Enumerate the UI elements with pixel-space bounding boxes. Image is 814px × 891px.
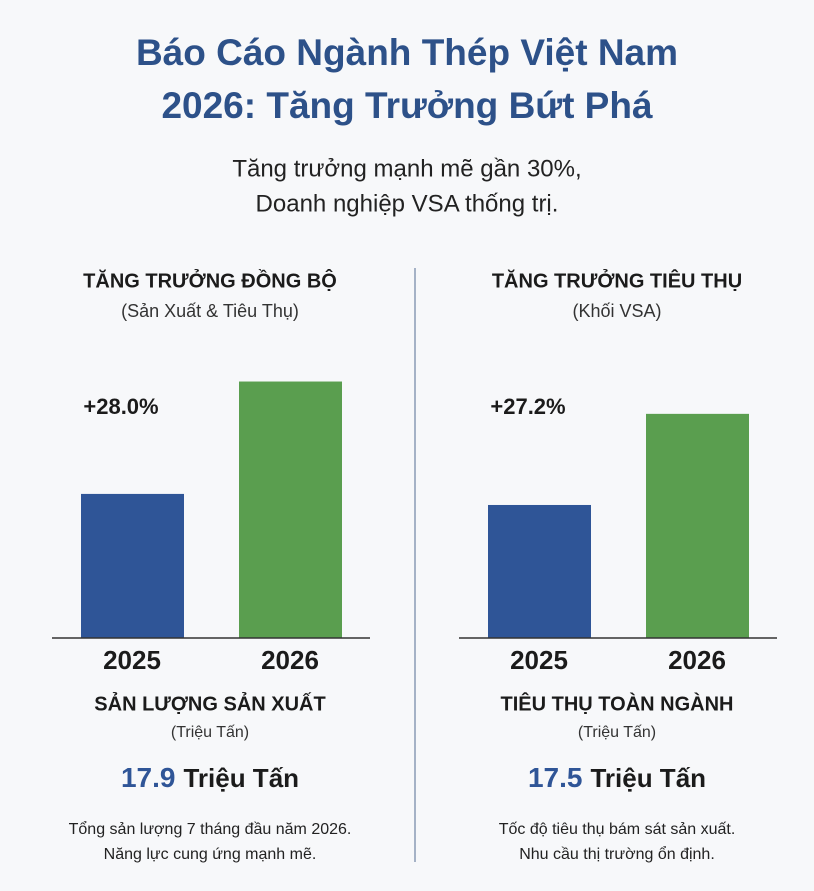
title-line: Báo Cáo Ngành Thép Việt Nam [136,32,678,73]
metric-label: SẢN LƯỢNG SẢN XUẤT [94,692,325,715]
chart-subheading: (Sản Xuất & Tiêu Thụ) [121,301,299,321]
subtitle-line: Doanh nghiệp VSA thống trị. [256,190,559,217]
headline-value: 17.9 [121,762,176,793]
headline: 17.5 Triệu Tấn [528,762,706,793]
title-line: 2026: Tăng Trưởng Bứt Phá [161,85,653,126]
growth-annotation: +27.2% [490,394,565,419]
headline-unit: Triệu Tấn [590,763,706,793]
bar [239,381,342,638]
metric-label: TIÊU THỤ TOÀN NGÀNH [501,691,734,715]
x-tick-label: 2026 [261,645,319,675]
chart-heading: TĂNG TRƯỞNG TIÊU THỤ [492,268,742,292]
headline: 17.9 Triệu Tấn [121,762,299,793]
metric-unit: (Triệu Tấn) [578,724,656,741]
bar [81,493,184,638]
note: Nhu cầu thị trường ổn định. [519,845,715,863]
note: Tốc độ tiêu thụ bám sát sản xuất. [499,821,736,838]
growth-annotation: +28.0% [83,394,158,419]
note: Tổng sản lượng 7 tháng đầu năm 2026. [69,820,352,838]
metric-unit: (Triệu Tấn) [171,724,249,741]
bar [646,413,749,638]
chart-heading: TĂNG TRƯỞNG ĐỒNG BỘ [83,268,337,292]
x-tick-label: 2026 [668,645,726,675]
headline-value: 17.5 [528,762,583,793]
chart-subheading: (Khối VSA) [572,301,661,321]
note: Năng lực cung ứng mạnh mẽ. [104,846,317,863]
subtitle-line: Tăng trưởng mạnh mẽ gần 30%, [232,155,581,182]
x-tick-label: 2025 [103,645,161,675]
headline-unit: Triệu Tấn [183,763,299,793]
bar [488,504,591,638]
x-tick-label: 2025 [510,645,568,675]
